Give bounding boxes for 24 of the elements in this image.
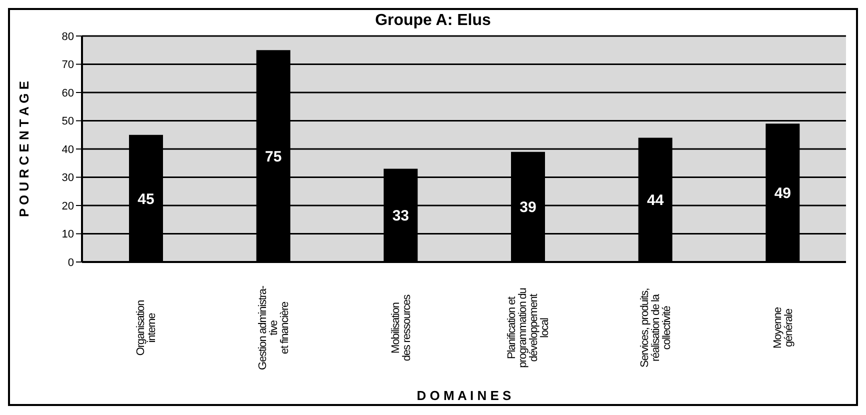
x-tick-label: Services, produits, réalisation de la collectivité	[639, 288, 673, 368]
y-tick-label: 50	[62, 116, 74, 128]
x-tick-label: Mobilisation des ressources	[390, 294, 413, 362]
y-tick-label: 10	[62, 228, 74, 241]
y-tick-label: 60	[62, 87, 74, 100]
data-label: 33	[392, 208, 410, 225]
x-tick-label: Moyenne générale	[772, 306, 795, 349]
y-tick-label: 30	[62, 172, 74, 184]
y-tick-label: 80	[62, 30, 74, 43]
x-axis-title: D O M A I N E S	[416, 388, 512, 403]
x-tick-label: Planification et programmation du développement local	[506, 288, 552, 368]
y-tick-label: 70	[62, 59, 74, 72]
data-label: 45	[138, 190, 154, 208]
x-tick-label: Organisation interne	[135, 300, 158, 356]
data-label: 49	[774, 185, 792, 202]
y-tick-label: 20	[62, 200, 74, 212]
chart-title: Groupe A: Elus	[374, 11, 492, 31]
y-axis-title: P O U R C E N T A G E	[16, 80, 32, 218]
x-tick-label: Gestion administra- tive et financière	[257, 285, 291, 370]
y-tick-label: 0	[68, 256, 74, 269]
data-label: 44	[646, 192, 664, 210]
y-tick-label: 40	[62, 144, 74, 156]
data-label: 39	[520, 199, 536, 216]
data-label: 75	[264, 148, 282, 166]
